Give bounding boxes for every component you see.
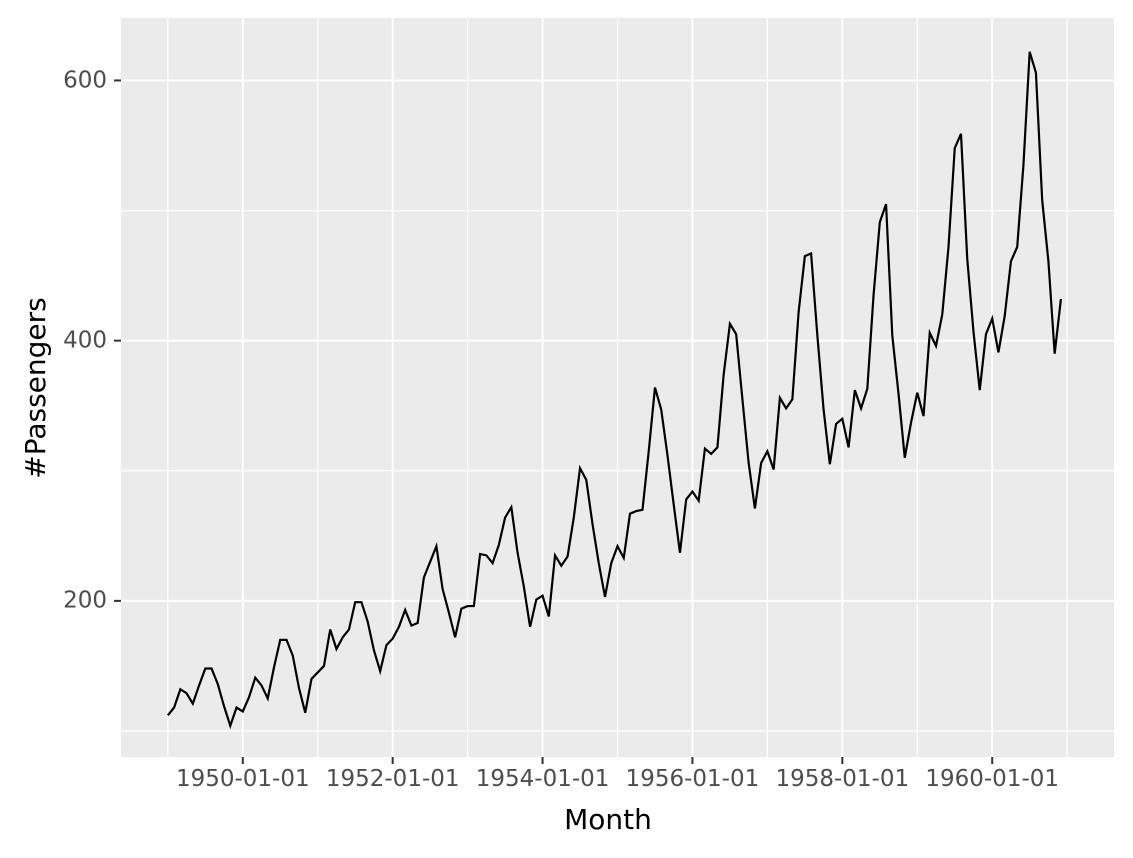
passengers-line-series <box>166 51 1063 730</box>
y-axis-title: #Passengers <box>19 297 52 479</box>
y-tick-label: 400 <box>63 327 107 354</box>
x-tick-label: 1952-01-01 <box>325 766 460 792</box>
x-tick-label: 1960-01-01 <box>925 766 1060 792</box>
y-tick-label: 200 <box>63 587 107 614</box>
x-axis-title: Month <box>564 803 652 836</box>
x-tick-label: 1950-01-01 <box>175 766 310 792</box>
x-tick-label: 1956-01-01 <box>625 766 760 792</box>
x-tick-label: 1958-01-01 <box>775 766 910 792</box>
y-tick-label: 600 <box>63 67 107 93</box>
x-tick-label: 1954-01-01 <box>475 766 610 792</box>
